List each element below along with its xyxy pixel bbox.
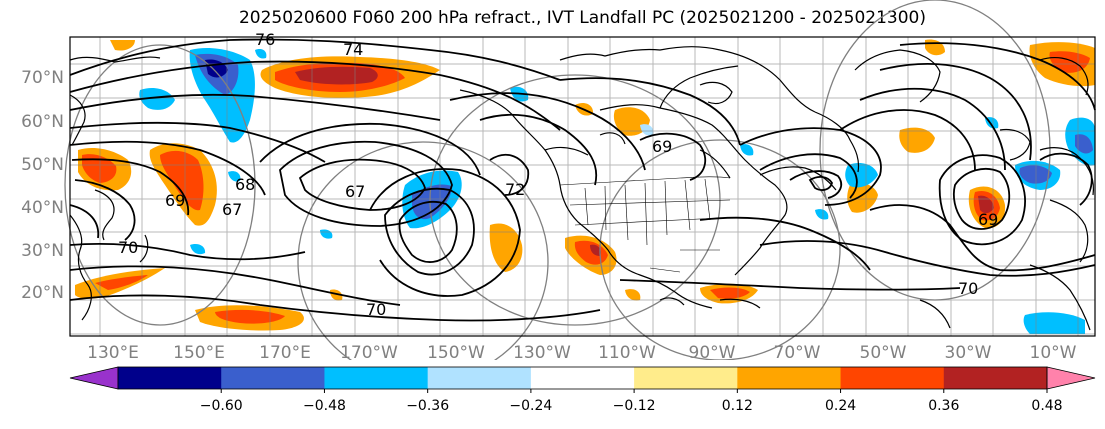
- lon-label: 50°W: [860, 343, 907, 360]
- colorbar-bin: [427, 367, 532, 389]
- lat-label: 70°N: [21, 68, 64, 88]
- lon-label: 150°E: [173, 343, 225, 360]
- map-title: 2025020600 F060 200 hPa refract., IVT La…: [238, 8, 926, 28]
- colorbar-frame: [117, 366, 1048, 390]
- colorbar-extend-high: [1046, 366, 1096, 390]
- ivt-shading: [75, 39, 1095, 334]
- contour-label: 70: [958, 279, 978, 298]
- colorbar-bin: [737, 367, 842, 389]
- colorbar-tick-label: −0.60: [200, 398, 243, 414]
- contour-label: 67: [345, 182, 365, 201]
- colorbar-tick-label: 0.24: [825, 398, 856, 414]
- lon-label: 170°E: [259, 343, 311, 360]
- lon-label: 130°E: [87, 343, 139, 360]
- contour-label: 70: [366, 300, 386, 319]
- lon-label: 110°W: [598, 343, 656, 360]
- lat-label: 30°N: [21, 241, 64, 261]
- contour-label: 69: [652, 137, 672, 156]
- contour-label: 70: [118, 238, 138, 257]
- colorbar-bin: [634, 367, 738, 389]
- colorbar-tick-label: −0.12: [613, 398, 656, 414]
- lon-label: 130°W: [513, 343, 571, 360]
- contour-label: 72: [505, 180, 525, 199]
- colorbar-bin: [118, 367, 222, 389]
- contour-label: 69: [978, 210, 998, 229]
- range-circles: [64, 0, 1051, 360]
- colorbar-tick-label: 0.48: [1031, 398, 1062, 414]
- contour-label: 67: [222, 200, 242, 219]
- lat-label: 20°N: [21, 283, 64, 303]
- lon-label: 30°W: [945, 343, 992, 360]
- contour-labels: 74 76 68 67 67 69 70 70 70 72 69 69: [118, 30, 998, 319]
- colorbar-bin: [324, 367, 429, 389]
- colorbar-bin: [840, 367, 945, 389]
- colorbar-tick-label: −0.48: [303, 398, 346, 414]
- lon-label: 150°W: [427, 343, 485, 360]
- colorbar-tick-label: −0.36: [406, 398, 449, 414]
- lon-label: 70°W: [774, 343, 821, 360]
- political-borders: [559, 176, 731, 273]
- colorbar-extend-low: [69, 366, 119, 390]
- colorbar-bin: [530, 367, 635, 389]
- lon-label: 10°W: [1030, 343, 1077, 360]
- contour-label: 68: [235, 175, 255, 194]
- latitude-labels: 70°N 60°N 50°N 40°N 30°N 20°N: [21, 68, 64, 303]
- colorbar-bin: [221, 367, 325, 389]
- map-frame: [69, 36, 1096, 337]
- colorbar-bin: [943, 367, 1048, 389]
- lat-label: 50°N: [21, 155, 64, 175]
- colorbar-tick-label: −0.24: [509, 398, 552, 414]
- map-figure: 74 76 68 67 67 69 70 70 70 72 69 69 70°N…: [21, 0, 1096, 360]
- lon-label: 90°W: [689, 343, 736, 360]
- colorbar-tick-label: 0.12: [722, 398, 753, 414]
- lon-label: 170°W: [340, 343, 398, 360]
- refractivity-contours: [69, 38, 1096, 322]
- contour-label: 76: [255, 30, 275, 49]
- contour-label: 74: [343, 40, 363, 59]
- lat-label: 60°N: [21, 112, 64, 132]
- lat-label: 40°N: [21, 198, 64, 218]
- contour-label: 69: [165, 191, 185, 210]
- colorbar-tick-label: 0.36: [928, 398, 959, 414]
- longitude-labels: 130°E 150°E 170°E 170°W 150°W 130°W 110°…: [87, 343, 1077, 360]
